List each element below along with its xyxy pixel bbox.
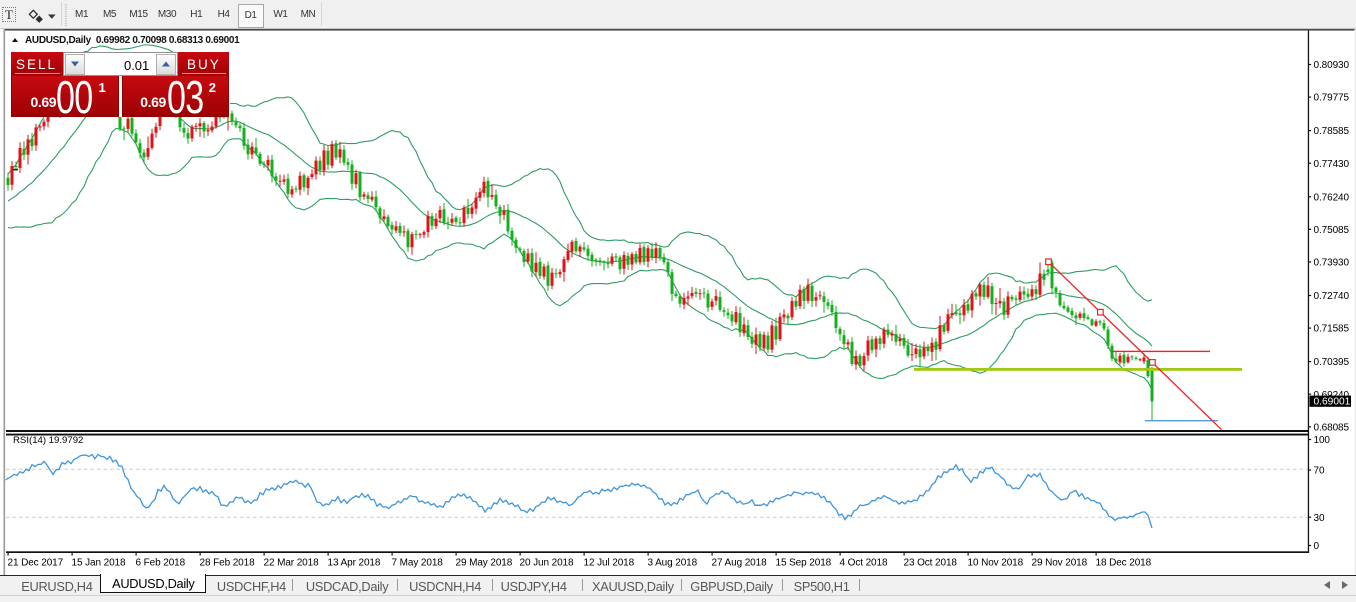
svg-text:0.71585: 0.71585 (1314, 324, 1350, 335)
svg-text:0.69240: 0.69240 (1314, 390, 1350, 401)
svg-text:29 Nov 2018: 29 Nov 2018 (1032, 558, 1088, 569)
svg-text:28 Feb 2018: 28 Feb 2018 (200, 558, 256, 569)
svg-text:20 Jun 2018: 20 Jun 2018 (520, 558, 574, 569)
svg-text:7 May 2018: 7 May 2018 (392, 558, 444, 569)
svg-text:0.69001: 0.69001 (1314, 397, 1351, 408)
svg-text:0.73930: 0.73930 (1314, 258, 1350, 269)
svg-text:0.78585: 0.78585 (1314, 126, 1350, 137)
svg-text:0.75085: 0.75085 (1314, 225, 1350, 236)
svg-text:6 Feb 2018: 6 Feb 2018 (136, 558, 186, 569)
svg-text:27 Aug 2018: 27 Aug 2018 (712, 558, 768, 569)
svg-text:12 Jul 2018: 12 Jul 2018 (584, 558, 635, 569)
svg-text:15 Sep 2018: 15 Sep 2018 (776, 558, 832, 569)
svg-text:22 Mar 2018: 22 Mar 2018 (264, 558, 320, 569)
svg-text:23 Oct 2018: 23 Oct 2018 (904, 558, 958, 569)
svg-text:0.68085: 0.68085 (1314, 422, 1350, 433)
svg-text:3 Aug 2018: 3 Aug 2018 (648, 558, 698, 569)
svg-text:0.70395: 0.70395 (1314, 357, 1350, 368)
svg-text:0.80930: 0.80930 (1314, 60, 1350, 71)
svg-text:21 Dec 2017: 21 Dec 2017 (8, 558, 64, 569)
svg-text:0.79775: 0.79775 (1314, 93, 1350, 104)
svg-text:RSI(14) 19.9792: RSI(14) 19.9792 (13, 435, 83, 446)
svg-text:13 Apr 2018: 13 Apr 2018 (328, 558, 381, 569)
svg-text:30: 30 (1314, 513, 1325, 524)
svg-text:18 Dec 2018: 18 Dec 2018 (1096, 558, 1152, 569)
svg-text:100: 100 (1314, 435, 1331, 446)
svg-text:10 Nov 2018: 10 Nov 2018 (968, 558, 1024, 569)
svg-text:0.77430: 0.77430 (1314, 159, 1350, 170)
svg-text:0: 0 (1314, 541, 1320, 552)
svg-text:15 Jan 2018: 15 Jan 2018 (72, 558, 126, 569)
svg-text:70: 70 (1314, 466, 1325, 477)
svg-text:29 May 2018: 29 May 2018 (456, 558, 513, 569)
svg-text:4 Oct 2018: 4 Oct 2018 (840, 558, 888, 569)
svg-text:0.72740: 0.72740 (1314, 291, 1350, 302)
svg-text:0.76240: 0.76240 (1314, 192, 1350, 203)
